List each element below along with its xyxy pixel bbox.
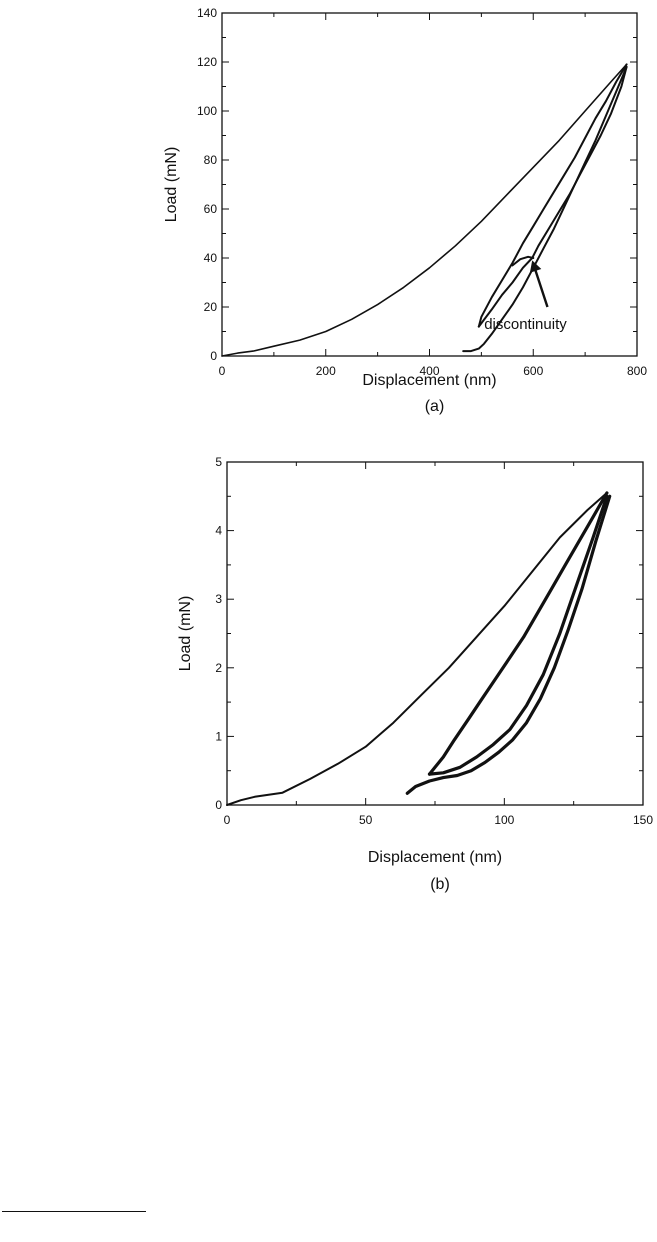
annotation-arrow-shaft [533, 268, 549, 308]
series-line-3 [427, 494, 609, 776]
annotation-label: discontinuity [484, 316, 567, 333]
series-line-1 [221, 63, 628, 357]
y-tick-label: 40 [204, 251, 218, 265]
y-tick-label: 20 [204, 300, 218, 314]
x-axis-title: Displacement (nm) [368, 849, 502, 866]
panel-label: (b) [430, 876, 450, 893]
chart-panel-a: 0 200 400 600 800 0 20 40 60 80 100 120 140 Displacem… [163, 6, 647, 415]
y-tick-label: 0 [210, 349, 217, 363]
annotation-arrow-head [529, 260, 542, 273]
footnote-rule [2, 1211, 146, 1212]
series-line-4 [405, 494, 612, 795]
panel-label: (a) [425, 398, 445, 415]
y-tick-label: 4 [215, 524, 222, 538]
y-tick-label: 100 [197, 104, 217, 118]
series-line-1 [226, 491, 608, 806]
y-tick-label: 3 [215, 592, 222, 606]
y-tick-label: 1 [215, 729, 222, 743]
y-tick-label: 2 [215, 661, 222, 675]
y-tick-label: 140 [197, 6, 217, 20]
x-tick-label: 800 [627, 364, 647, 378]
x-tick-label: 0 [219, 364, 226, 378]
x-tick-label: 600 [523, 364, 543, 378]
x-tick-label: 100 [494, 813, 514, 827]
x-tick-label: 200 [316, 364, 336, 378]
x-tick-label: 50 [359, 813, 373, 827]
y-axis-title: Load (mN) [177, 596, 194, 672]
series-line-5 [511, 255, 535, 267]
y-axis-title: Load (mN) [163, 147, 180, 223]
y-tick-label: 120 [197, 55, 217, 69]
x-tick-label: 400 [419, 364, 439, 378]
series-line-2 [427, 491, 609, 776]
x-tick-label: 0 [224, 813, 231, 827]
y-tick-label: 0 [215, 798, 222, 812]
plot-frame [226, 461, 644, 806]
chart-panel-b: 0 50 100 150 0 1 2 3 4 5 Displacement (nm) Load (mN… [177, 455, 653, 893]
x-tick-label: 150 [633, 813, 653, 827]
series-line-2 [477, 63, 628, 328]
series-line-4 [462, 65, 628, 353]
y-tick-label: 80 [204, 153, 218, 167]
y-tick-label: 5 [215, 455, 222, 469]
series-line-3 [477, 65, 628, 328]
y-tick-label: 60 [204, 202, 218, 216]
x-axis-title: Displacement (nm) [362, 372, 496, 389]
